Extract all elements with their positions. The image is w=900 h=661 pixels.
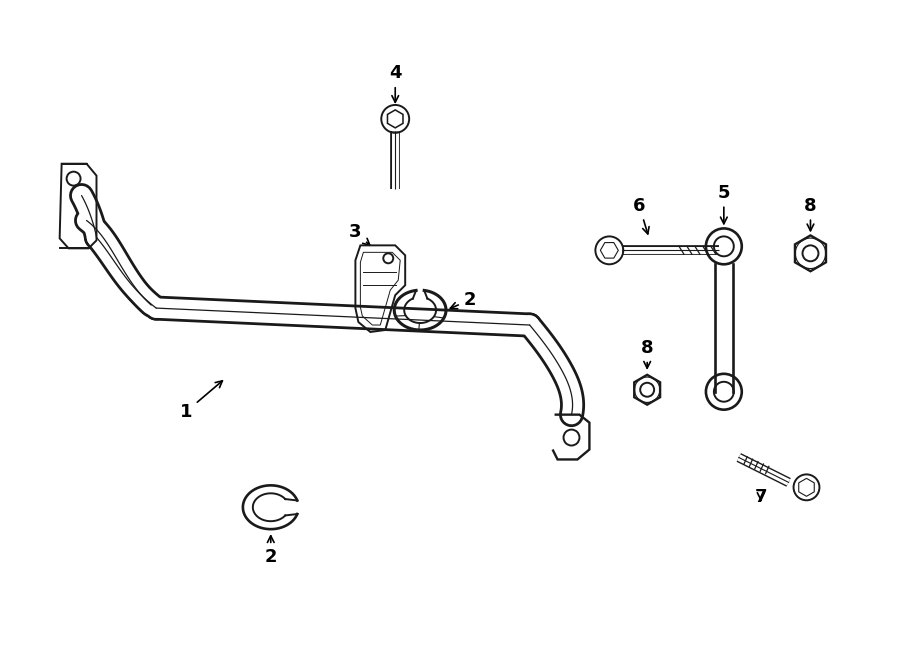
Text: 1: 1 bbox=[180, 381, 222, 420]
Text: 5: 5 bbox=[717, 184, 730, 224]
Text: 2: 2 bbox=[450, 291, 476, 309]
Text: 8: 8 bbox=[641, 339, 653, 368]
Text: 8: 8 bbox=[805, 196, 817, 231]
Text: 3: 3 bbox=[349, 223, 370, 245]
Text: 2: 2 bbox=[265, 536, 277, 566]
Text: 4: 4 bbox=[389, 64, 401, 102]
Text: 7: 7 bbox=[754, 488, 767, 506]
Text: 6: 6 bbox=[633, 196, 649, 234]
